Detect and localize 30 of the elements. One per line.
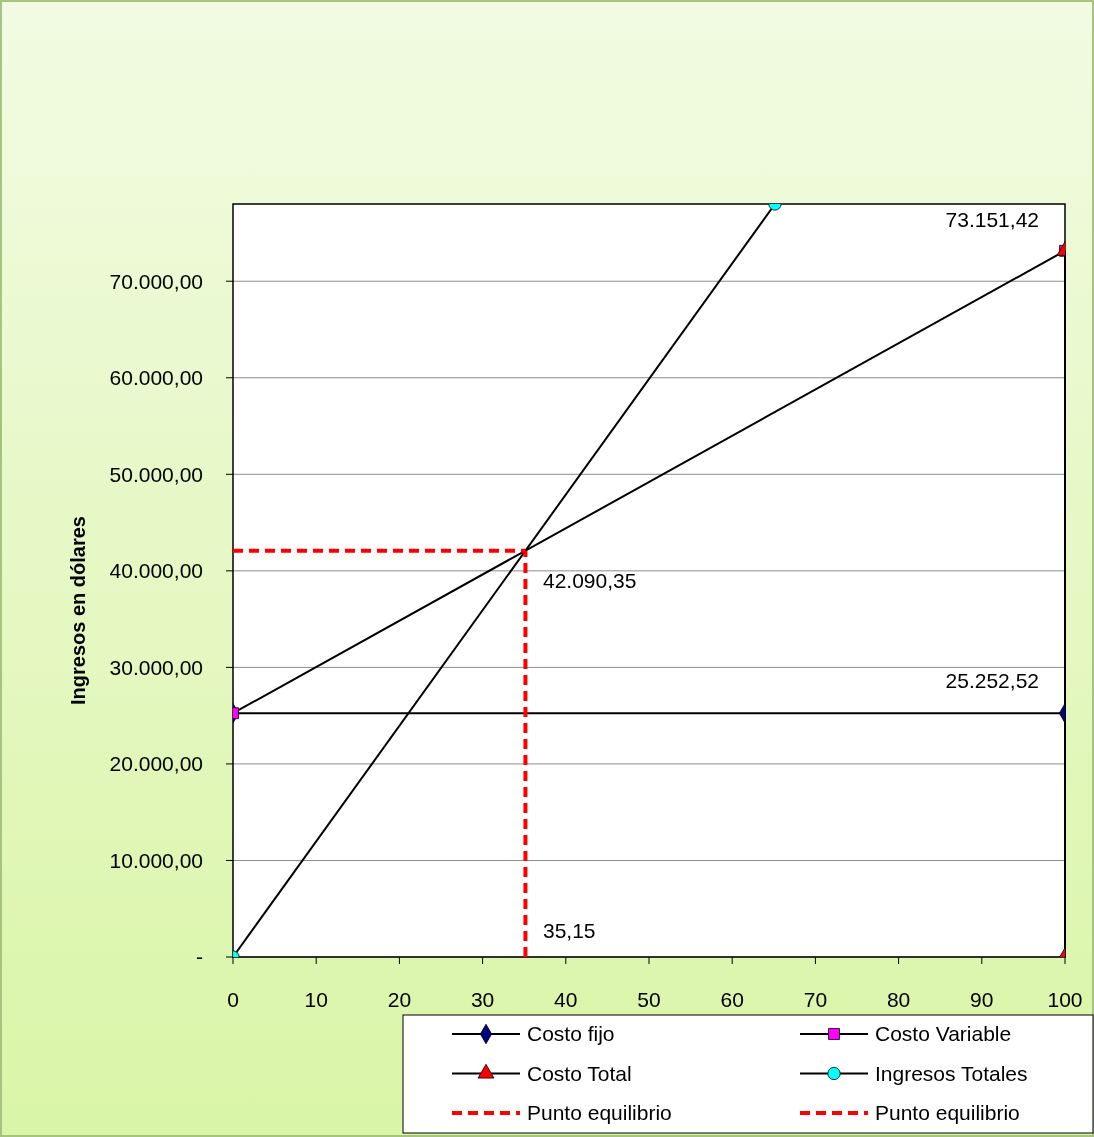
- x-tick-label: 60: [720, 988, 744, 1011]
- x-tick-label: 100: [1047, 988, 1083, 1011]
- x-tick-label: 10: [304, 988, 328, 1011]
- annotation: 25.252,52: [945, 669, 1039, 692]
- y-axis-title: Ingresos en dólares: [67, 516, 89, 705]
- y-tick-label: 30.000,00: [109, 655, 203, 679]
- x-tick-label: 0: [227, 988, 239, 1011]
- y-tick-label: 70.000,00: [109, 269, 203, 293]
- y-tick-label: 50.000,00: [109, 462, 203, 486]
- legend-label: Costo Total: [527, 1061, 632, 1085]
- y-tick-label: 40.000,00: [109, 559, 203, 583]
- x-tick-label: 90: [970, 988, 994, 1011]
- annotation: 42.090,35: [543, 569, 637, 592]
- x-tick-label: 70: [803, 988, 828, 1011]
- y-tick-label: 60.000,00: [109, 366, 203, 390]
- annotation: 73.151,42: [945, 208, 1039, 231]
- x-tick-label: 40: [554, 988, 578, 1011]
- annotation: 35,15: [543, 919, 596, 942]
- legend-label: Ingresos Totales: [875, 1061, 1028, 1085]
- legend-label: Costo fijo: [527, 1022, 615, 1046]
- x-tick-label: 80: [886, 988, 911, 1011]
- x-tick-label: 20: [387, 988, 412, 1011]
- y-tick-label: 10.000,00: [109, 848, 203, 872]
- x-tick-label: 50: [637, 988, 661, 1011]
- legend-label: Costo Variable: [875, 1022, 1012, 1046]
- legend-label: Punto equilibrio: [527, 1101, 672, 1125]
- x-tick-label: 30: [470, 988, 495, 1011]
- legend-label: Punto equilibrio: [875, 1101, 1020, 1125]
- y-tick-label: -: [196, 945, 203, 969]
- y-tick-label: 20.000,00: [109, 752, 203, 776]
